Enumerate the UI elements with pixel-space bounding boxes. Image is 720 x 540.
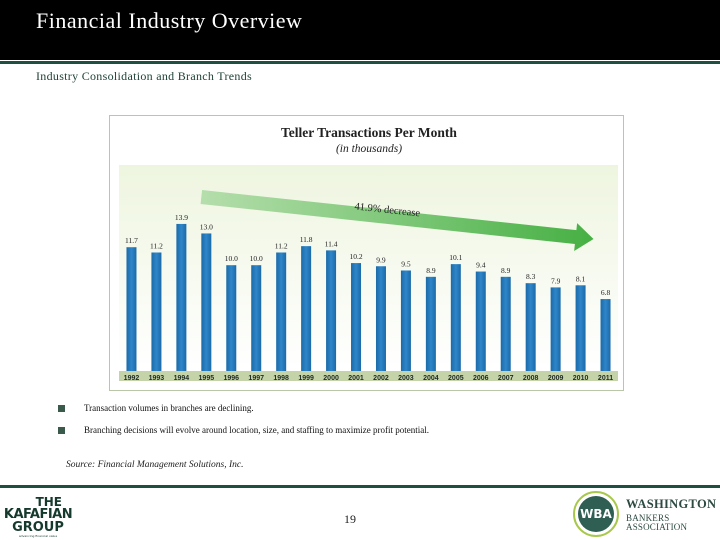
x-tick-2010: 2010 xyxy=(573,375,589,382)
x-tick-2001: 2001 xyxy=(348,375,364,382)
logo-tagline: advancing financial value xyxy=(18,534,58,538)
bar-2008 xyxy=(525,283,536,371)
x-tick-2008: 2008 xyxy=(523,375,539,382)
bar-2011 xyxy=(600,299,611,371)
x-tick-2007: 2007 xyxy=(498,375,514,382)
x-tick-1999: 1999 xyxy=(298,375,314,382)
source-note: Source: Financial Management Solutions, … xyxy=(66,460,244,470)
bullet-item: Transaction volumes in branches are decl… xyxy=(58,403,678,425)
bullet-text: Transaction volumes in branches are decl… xyxy=(84,403,254,413)
title-divider xyxy=(0,61,720,64)
x-tick-1997: 1997 xyxy=(248,375,264,382)
data-label-1992: 11.7 xyxy=(125,236,138,245)
bar-2000 xyxy=(326,250,337,371)
data-label-2000: 11.4 xyxy=(325,239,338,248)
bar-2003 xyxy=(400,270,411,371)
x-tick-2011: 2011 xyxy=(598,375,613,382)
x-tick-2002: 2002 xyxy=(373,375,389,382)
bar-1999 xyxy=(301,246,312,371)
data-label-1995: 13.0 xyxy=(200,222,213,231)
data-label-1999: 11.8 xyxy=(300,235,313,244)
data-label-1994: 13.9 xyxy=(175,213,188,222)
x-tick-1998: 1998 xyxy=(273,375,289,382)
wba-name-line-1: WASHINGTON xyxy=(626,497,717,511)
footer-divider xyxy=(0,485,720,488)
x-tick-2006: 2006 xyxy=(473,375,489,382)
logo-line-3: GROUP xyxy=(12,520,64,535)
data-label-2003: 9.5 xyxy=(401,259,411,268)
data-label-2011: 6.8 xyxy=(601,288,611,297)
bar-2005 xyxy=(450,264,461,371)
bar-2001 xyxy=(351,263,362,371)
chart-subtitle: (in thousands) xyxy=(336,143,402,155)
plot-area xyxy=(119,165,618,371)
chart-title: Teller Transactions Per Month xyxy=(281,125,457,140)
logo-line-2: KAFAFIAN xyxy=(3,507,73,522)
page-number: 19 xyxy=(344,512,356,526)
wba-seal-logo: WBA xyxy=(573,491,619,537)
data-label-2007: 8.9 xyxy=(501,266,511,275)
x-tick-1993: 1993 xyxy=(149,375,165,382)
bullet-square-icon xyxy=(58,427,65,434)
x-axis-band xyxy=(119,371,618,381)
teller-transactions-chart: Teller Transactions Per Month (in thousa… xyxy=(109,115,624,391)
bar-1996 xyxy=(226,265,237,371)
x-tick-2004: 2004 xyxy=(423,375,439,382)
data-label-2001: 10.2 xyxy=(349,252,362,261)
bar-1992 xyxy=(126,247,137,371)
data-label-2009: 7.9 xyxy=(551,276,561,285)
x-tick-1994: 1994 xyxy=(174,375,190,382)
wba-seal-text: WBA xyxy=(578,496,614,532)
bar-1997 xyxy=(251,265,262,371)
slide-subtitle: Industry Consolidation and Branch Trends xyxy=(36,69,252,83)
data-label-2010: 8.1 xyxy=(576,274,586,283)
data-label-1997: 10.0 xyxy=(250,254,263,263)
x-tick-2009: 2009 xyxy=(548,375,564,382)
data-label-1998: 11.2 xyxy=(275,241,288,250)
bar-2006 xyxy=(475,271,486,371)
bar-1995 xyxy=(201,233,212,371)
x-tick-2000: 2000 xyxy=(323,375,339,382)
bar-2007 xyxy=(500,276,511,371)
bullet-item: Branching decisions will evolve around l… xyxy=(58,425,678,447)
kafafian-group-logo: THE KAFAFIAN GROUP advancing financial v… xyxy=(2,494,74,540)
bar-1993 xyxy=(151,252,162,371)
wba-name-logo: WASHINGTON BANKERS ASSOCIATION xyxy=(626,498,720,532)
x-tick-1995: 1995 xyxy=(199,375,215,382)
x-tick-2005: 2005 xyxy=(448,375,464,382)
bar-2010 xyxy=(575,285,586,371)
data-label-2006: 9.4 xyxy=(476,261,486,270)
x-tick-2003: 2003 xyxy=(398,375,414,382)
bullet-square-icon xyxy=(58,405,65,412)
bar-2009 xyxy=(550,287,561,371)
data-label-2005: 10.1 xyxy=(449,253,462,262)
x-tick-1996: 1996 xyxy=(223,375,239,382)
bullet-text: Branching decisions will evolve around l… xyxy=(84,425,429,435)
data-label-2008: 8.3 xyxy=(526,272,536,281)
bar-1998 xyxy=(276,252,287,371)
bar-2004 xyxy=(425,276,436,371)
data-label-1993: 11.2 xyxy=(150,241,163,250)
wba-name-line-2: BANKERS ASSOCIATION xyxy=(626,512,688,532)
slide-title: Financial Industry Overview xyxy=(36,8,303,33)
chart-container: Teller Transactions Per Month (in thousa… xyxy=(109,115,624,391)
logo-line-1: THE xyxy=(35,495,62,509)
trend-arrow xyxy=(200,190,594,252)
data-label-1996: 10.0 xyxy=(225,254,238,263)
bullet-list: Transaction volumes in branches are decl… xyxy=(58,403,678,447)
bar-1994 xyxy=(176,223,187,371)
trend-arrow-shape xyxy=(200,190,594,252)
data-label-2004: 8.9 xyxy=(426,266,436,275)
x-tick-1992: 1992 xyxy=(124,375,140,382)
title-bar: Financial Industry Overview xyxy=(0,0,720,60)
data-label-2002: 9.9 xyxy=(376,255,386,264)
bar-2002 xyxy=(375,266,386,371)
